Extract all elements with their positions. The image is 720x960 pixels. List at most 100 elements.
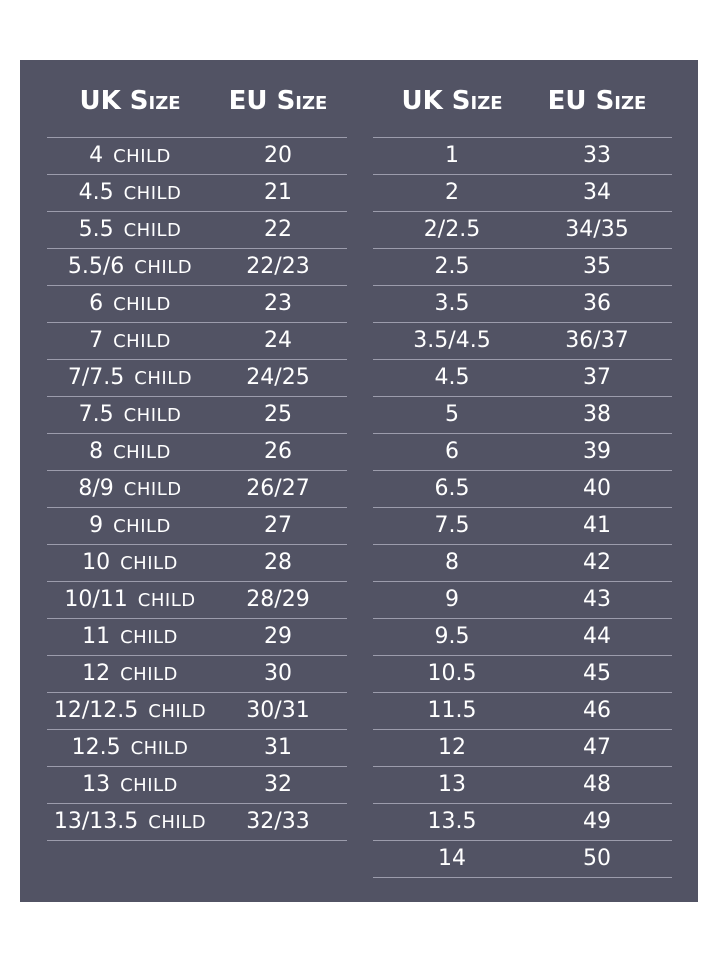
uk-size-cell: 8 CHILD	[89, 439, 171, 464]
eu-size-cell: 22	[264, 217, 292, 242]
table-row: 2/2.5 34/35	[373, 212, 672, 249]
eu-size-cell: 32/33	[246, 809, 310, 834]
table-header: UK Size EU Size	[47, 86, 347, 126]
child-label: CHILD	[134, 257, 193, 278]
eu-size-cell: 25	[264, 402, 292, 427]
uk-size-cell: 14	[438, 846, 466, 871]
eu-size-cell: 35	[583, 254, 611, 279]
uk-size-cell: 7.5 CHILD	[79, 402, 182, 427]
table-row: 7.5 CHILD 25	[47, 397, 347, 434]
uk-size-value: 2	[445, 180, 459, 205]
table-row: 13 CHILD 32	[47, 767, 347, 804]
uk-size-cell: 1	[445, 143, 459, 168]
uk-size-cell: 10/11 CHILD	[64, 587, 195, 612]
uk-size-value: 7.5	[78, 402, 114, 427]
eu-size-cell: 28/29	[246, 587, 310, 612]
eu-size-cell: 45	[583, 661, 611, 686]
uk-size-value: 2/2.5	[423, 217, 481, 242]
uk-size-value: 2.5	[434, 254, 470, 279]
uk-size-value: 3.5	[434, 291, 470, 316]
table-row: 12.5 CHILD 31	[47, 730, 347, 767]
uk-size-cell: 4.5 CHILD	[79, 180, 182, 205]
uk-size-header: UK Size	[79, 86, 181, 116]
table-row: 8 CHILD 26	[47, 434, 347, 471]
table-row: 3.5/4.5 36/37	[373, 323, 672, 360]
uk-size-value: 12	[438, 735, 466, 760]
eu-size-cell: 27	[264, 513, 292, 538]
eu-size-cell: 47	[583, 735, 611, 760]
eu-size-cell: 26	[264, 439, 292, 464]
table-row: 7.5 41	[373, 508, 672, 545]
uk-size-cell: 6	[445, 439, 459, 464]
table-row: 4.5 CHILD 21	[47, 175, 347, 212]
eu-size-cell: 37	[583, 365, 611, 390]
child-label: CHILD	[123, 183, 182, 204]
eu-size-cell: 31	[264, 735, 292, 760]
uk-size-value: 9	[445, 587, 459, 612]
uk-size-cell: 10.5	[428, 661, 477, 686]
eu-size-cell: 30	[264, 661, 292, 686]
uk-size-cell: 3.5/4.5	[413, 328, 490, 353]
eu-size-cell: 24	[264, 328, 292, 353]
uk-size-cell: 12 CHILD	[82, 661, 178, 686]
table-row: 10.5 45	[373, 656, 672, 693]
uk-size-cell: 2/2.5	[424, 217, 480, 242]
uk-size-cell: 7.5	[435, 513, 470, 538]
uk-size-value: 13	[82, 772, 111, 797]
uk-size-value: 12.5	[71, 735, 121, 760]
uk-size-cell: 13	[438, 772, 466, 797]
uk-size-value: 7	[89, 328, 104, 353]
table-row: 2 34	[373, 175, 672, 212]
child-label: CHILD	[113, 146, 171, 167]
uk-size-value: 6	[445, 439, 459, 464]
size-chart-panel: UK Size EU Size 4 CHILD 20 4.5 CHILD 21 5.5 CHI…	[20, 60, 698, 902]
table-row: 5.5 CHILD 22	[47, 212, 347, 249]
uk-size-value: 13.5	[427, 809, 477, 834]
eu-size-cell: 42	[583, 550, 611, 575]
child-label: CHILD	[148, 812, 207, 833]
eu-size-cell: 26/27	[246, 476, 310, 501]
table-row: 12 47	[373, 730, 672, 767]
uk-size-cell: 4.5	[435, 365, 470, 390]
uk-size-value: 3.5/4.5	[413, 328, 491, 353]
eu-size-cell: 24/25	[246, 365, 310, 390]
eu-size-header: EU Size	[547, 86, 647, 116]
uk-size-value: 5	[445, 402, 459, 427]
eu-size-cell: 43	[583, 587, 611, 612]
uk-size-value: 11	[82, 624, 111, 649]
uk-size-header: UK Size	[401, 86, 503, 116]
table-row: 7 CHILD 24	[47, 323, 347, 360]
table-row: 5.5/6 CHILD 22/23	[47, 249, 347, 286]
child-label: CHILD	[137, 590, 196, 611]
uk-size-value: 8	[445, 550, 459, 575]
eu-size-header: EU Size	[228, 86, 328, 116]
eu-size-cell: 41	[583, 513, 611, 538]
uk-size-value: 8	[89, 439, 104, 464]
eu-size-cell: 38	[583, 402, 611, 427]
child-label: CHILD	[123, 479, 182, 500]
uk-size-cell: 13 CHILD	[82, 772, 178, 797]
table-body: 4 CHILD 20 4.5 CHILD 21 5.5 CHILD 22 5.5/6 CHILD 22…	[47, 137, 347, 841]
table-row: 9 CHILD 27	[47, 508, 347, 545]
uk-size-value: 14	[438, 846, 466, 871]
uk-size-value: 13/13.5	[53, 809, 139, 834]
table-body: 1 33 2 34 2/2.5 34/35 2.5 35 3.5 36 3.5/4.5 36/37 4.…	[373, 137, 672, 878]
uk-size-value: 12/12.5	[53, 698, 139, 723]
table-row: 1 33	[373, 138, 672, 175]
eu-size-cell: 32	[264, 772, 292, 797]
eu-size-cell: 49	[583, 809, 611, 834]
uk-size-cell: 11 CHILD	[82, 624, 178, 649]
uk-size-value: 7.5	[434, 513, 470, 538]
table-row: 9 43	[373, 582, 672, 619]
table-row: 11 CHILD 29	[47, 619, 347, 656]
table-row: 12 CHILD 30	[47, 656, 347, 693]
uk-size-cell: 5	[445, 402, 459, 427]
eu-size-cell: 40	[583, 476, 611, 501]
uk-size-cell: 6 CHILD	[89, 291, 171, 316]
uk-size-cell: 9 CHILD	[89, 513, 171, 538]
uk-size-cell: 7 CHILD	[89, 328, 171, 353]
uk-size-value: 11.5	[427, 698, 477, 723]
uk-size-cell: 4 CHILD	[89, 143, 171, 168]
uk-size-cell: 12	[438, 735, 466, 760]
eu-size-cell: 36	[583, 291, 611, 316]
